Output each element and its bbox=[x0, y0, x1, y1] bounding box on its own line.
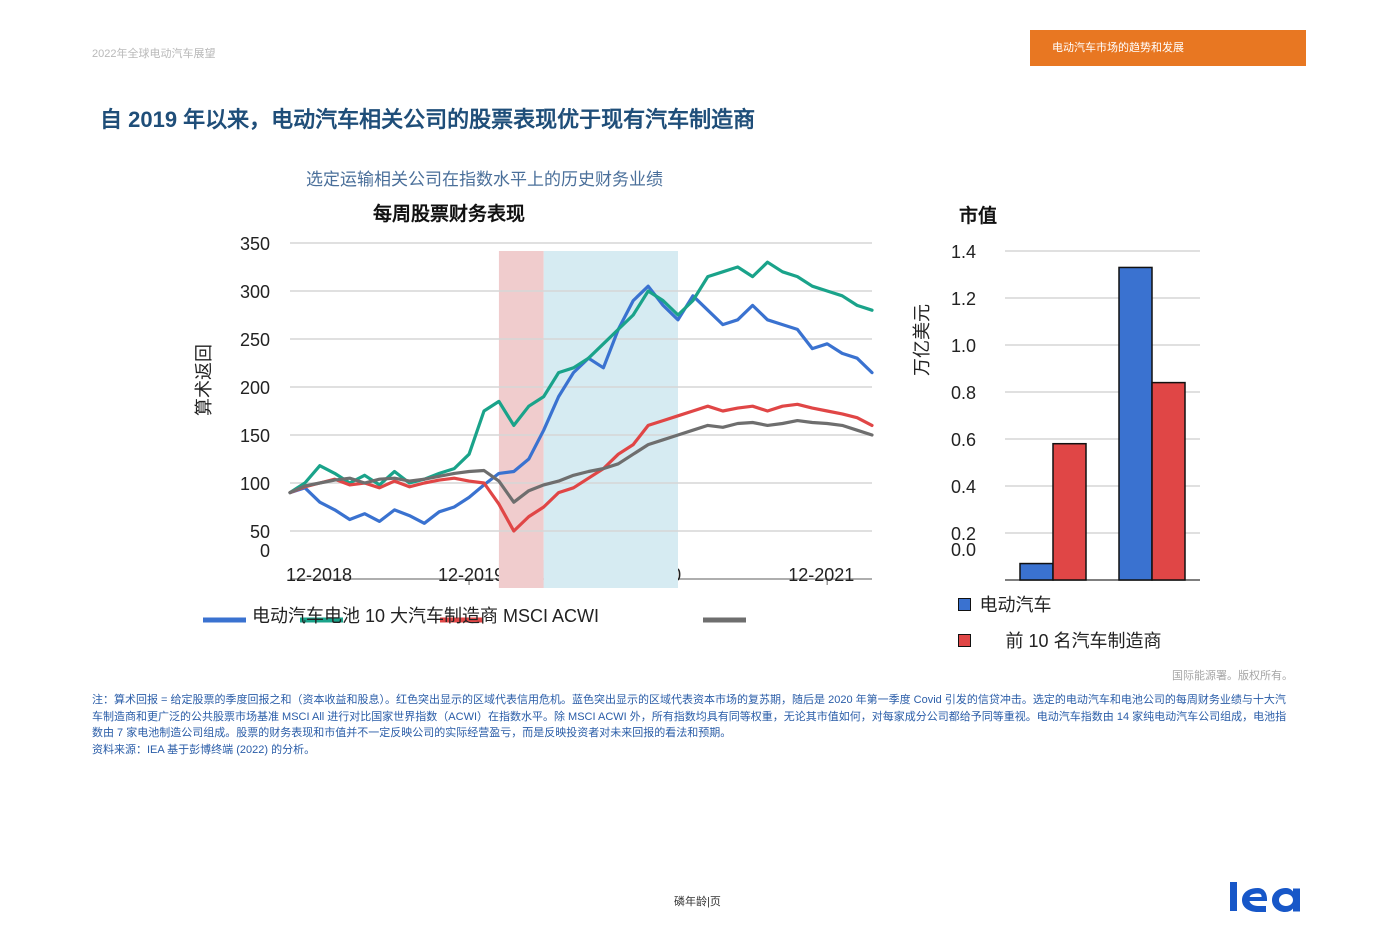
series-line-3 bbox=[288, 402, 874, 533]
notes-block: 注：算术回报 = 给定股票的季度回报之和（资本收益和股息）。红色突出显示的区域代… bbox=[92, 692, 1287, 758]
section-tab[interactable]: 电动汽车市场的趋势和发展 bbox=[1030, 30, 1306, 66]
legend-swatch-ev bbox=[958, 597, 971, 611]
bar-legend-item-ev: 电动汽车 bbox=[958, 591, 1051, 617]
y-tick-label: 250 bbox=[240, 330, 270, 350]
figure-subtitle: 选定运输相关公司在指数水平上的历史财务业绩 bbox=[306, 170, 663, 190]
y-tick-label: 50 bbox=[250, 522, 270, 542]
y-tick-label: 350 bbox=[240, 234, 270, 254]
legend-swatch-automakers bbox=[958, 633, 971, 647]
bar-y-tick-label: 1.2 bbox=[951, 289, 976, 309]
page-title: 自 2019 年以来，电动汽车相关公司的股票表现优于现有汽车制造商 bbox=[100, 107, 756, 132]
line-chart: 050 100 150 200 250 300 350 12-2018 12-2019 12-20… bbox=[194, 202, 874, 623]
bar-1-1 bbox=[1019, 562, 1054, 581]
bar-y-tick-label: 0.0 bbox=[951, 540, 976, 560]
series-line-1 bbox=[288, 284, 874, 525]
report-name: 2022年全球电动汽车展望 bbox=[92, 48, 216, 60]
line-legend-text: 电动汽车电池 10 大汽车制造商 MSCI ACWI bbox=[252, 606, 600, 626]
bar-chart-y-label: 万亿美元 bbox=[912, 304, 933, 376]
bar-legend-item-automakers: 前 10 名汽车制造商 bbox=[958, 627, 1161, 653]
shaded-region-1 bbox=[498, 251, 544, 588]
shaded-region-overlap-2 bbox=[543, 560, 678, 588]
y-tick-label: 100 bbox=[240, 474, 270, 494]
bar-y-tick-label: 0.4 bbox=[951, 477, 976, 497]
bar-y-tick-label: 0.6 bbox=[951, 430, 976, 450]
bar-legend-label-ev: 电动汽车 bbox=[979, 595, 1052, 615]
bar-2-2 bbox=[1151, 381, 1186, 581]
bar-2-1 bbox=[1118, 266, 1153, 581]
bar-legend-label-automakers: 前 10 名汽车制造商 bbox=[1005, 631, 1162, 651]
line-chart-y-label: 算术返回 bbox=[194, 344, 215, 416]
x-tick-label: 12-2021 bbox=[788, 565, 854, 585]
shaded-region-overlap-1 bbox=[498, 560, 544, 588]
bar-1-2 bbox=[1052, 442, 1087, 581]
page-footer: 磷年龄|页 bbox=[674, 896, 721, 908]
figure-notes: 注：算术回报 = 给定股票的季度回报之和（资本收益和股息）。红色突出显示的区域代… bbox=[92, 694, 1287, 739]
y-tick-label: 300 bbox=[240, 282, 270, 302]
bar-y-tick-label: 1.4 bbox=[951, 242, 976, 262]
line-chart-title: 每周股票财务表现 bbox=[373, 202, 525, 225]
rights-notice: 国际能源署。版权所有。 bbox=[1172, 669, 1293, 682]
bar-chart-title: 市值 bbox=[959, 204, 997, 227]
bar-y-tick-label: 0.8 bbox=[951, 383, 976, 403]
iea-logo[interactable]: iea bbox=[1228, 878, 1308, 914]
x-tick-label: 12-2019 bbox=[438, 565, 504, 585]
figure-source: 资料来源：IEA 基于彭博终端 (2022) 的分析。 bbox=[92, 743, 316, 756]
iea-logo-text: iea bbox=[1228, 878, 1230, 879]
y-tick-label: 200 bbox=[240, 378, 270, 398]
bar-y-tick-label: 0.2 bbox=[951, 524, 976, 544]
series-line-4 bbox=[288, 419, 874, 504]
y-tick-label: 150 bbox=[240, 426, 270, 446]
bar-y-tick-label: 1.0 bbox=[951, 336, 976, 356]
y-tick-label: 0 bbox=[260, 541, 270, 561]
shaded-region-2 bbox=[543, 251, 678, 588]
x-tick-label: 12-2018 bbox=[286, 565, 352, 585]
